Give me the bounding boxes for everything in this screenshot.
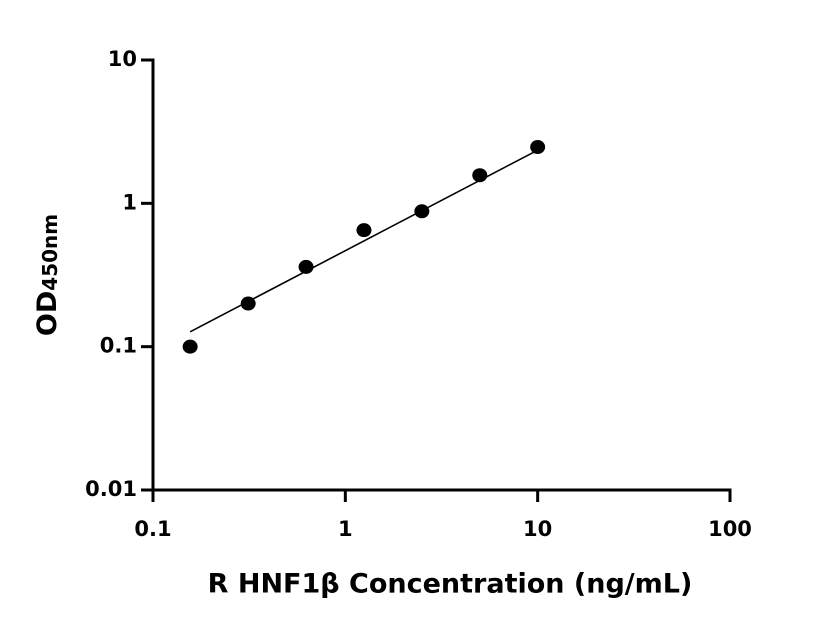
x-tick-label: 10	[523, 517, 552, 541]
y-tick-label: 10	[108, 47, 137, 71]
data-point	[472, 168, 488, 183]
y-tick-label: 0.01	[85, 477, 137, 501]
data-point	[240, 296, 256, 311]
x-tick-label: 100	[708, 517, 752, 541]
x-axis-title: R HNF1β Concentration (ng/mL)	[208, 569, 693, 600]
data-point	[414, 204, 430, 219]
data-point	[356, 223, 372, 238]
y-axis-title: OD450nm	[32, 214, 63, 336]
y-axis-title-subscript: 450nm	[38, 214, 62, 291]
y-axis-title-main: OD	[32, 291, 63, 336]
data-point	[298, 259, 314, 274]
y-tick-label: 0.1	[100, 334, 137, 358]
x-tick-label: 0.1	[134, 517, 171, 541]
y-tick-label: 1	[122, 190, 137, 214]
x-tick-label: 1	[338, 517, 353, 541]
data-point	[530, 140, 546, 155]
data-point	[182, 339, 198, 354]
